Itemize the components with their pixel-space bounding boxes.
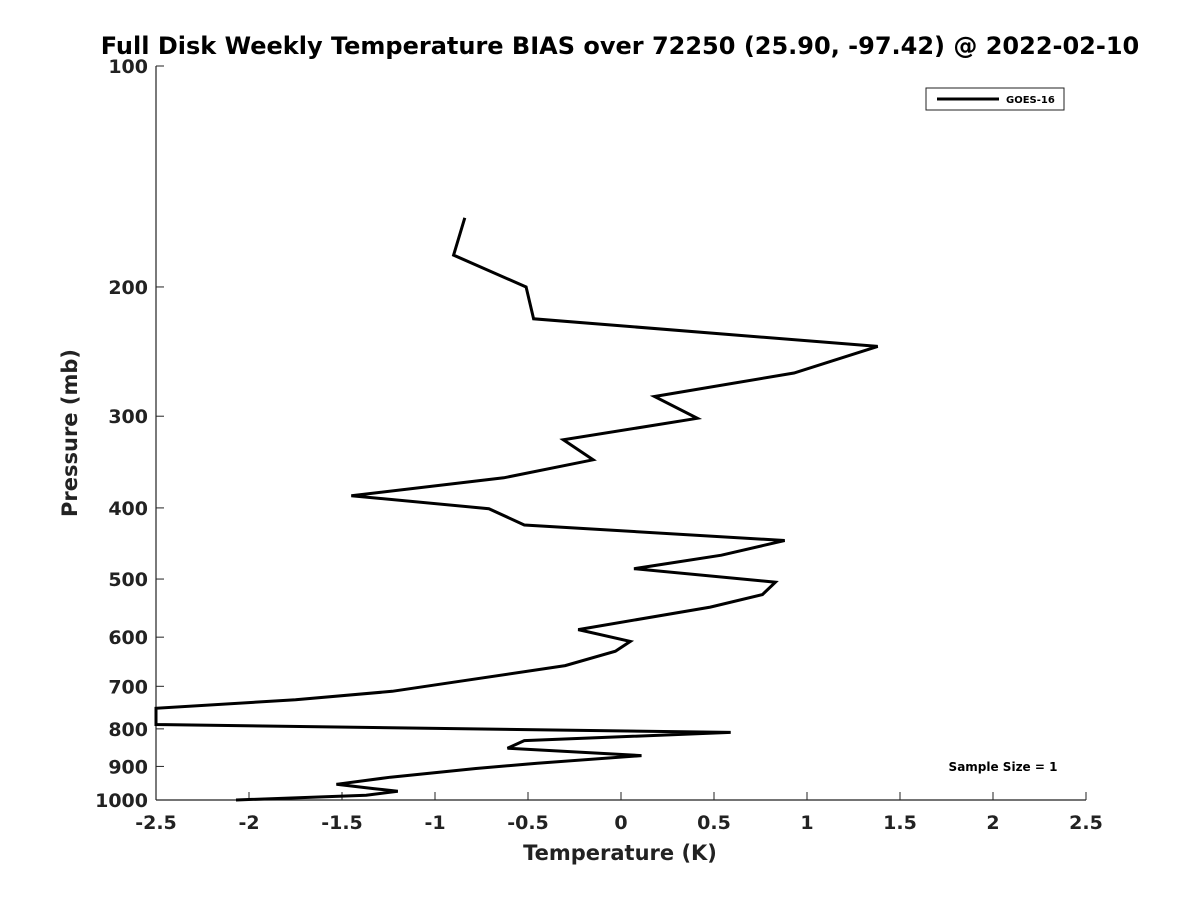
x-tick-label: 2.5 xyxy=(1069,812,1103,834)
x-tick-label: 0 xyxy=(614,812,627,834)
series-line-goes-16 xyxy=(154,217,879,802)
y-tick-label: 500 xyxy=(108,569,148,591)
y-tick-label: 700 xyxy=(108,676,148,698)
y-tick-label: 400 xyxy=(108,498,148,520)
y-tick-label: 600 xyxy=(108,627,148,649)
x-tick-label: -2.5 xyxy=(135,812,177,834)
chart-title: Full Disk Weekly Temperature BIAS over 7… xyxy=(101,32,1140,60)
x-tick-label: -1.5 xyxy=(321,812,363,834)
y-tick-label: 200 xyxy=(108,277,148,299)
y-tick-label: 100 xyxy=(108,56,148,78)
y-axis-label: Pressure (mb) xyxy=(58,349,82,517)
series-layer xyxy=(154,217,879,802)
x-axis-label: Temperature (K) xyxy=(523,841,717,865)
x-tick-label: -2 xyxy=(238,812,259,834)
x-tick-label: 0.5 xyxy=(697,812,731,834)
axes xyxy=(155,66,1086,801)
x-tick-label: 2 xyxy=(986,812,999,834)
y-ticks: 100 200 300 400 500 600 700 800 900 1000 xyxy=(95,56,164,812)
y-tick-label: 900 xyxy=(108,756,148,778)
y-tick-label: 1000 xyxy=(95,790,148,812)
sample-size-annotation: Sample Size = 1 xyxy=(949,760,1058,774)
x-tick-label: 1 xyxy=(800,812,813,834)
x-ticks: -2.5 -2 -1.5 -1 -0.5 0 0.5 1 1.5 2 2.5 xyxy=(135,792,1103,834)
y-tick-label: 300 xyxy=(108,406,148,428)
x-tick-label: -1 xyxy=(424,812,445,834)
y-tick-label: 800 xyxy=(108,719,148,741)
legend: GOES-16 xyxy=(925,87,1065,111)
x-tick-label: -0.5 xyxy=(507,812,549,834)
legend-label-goes-16: GOES-16 xyxy=(1006,95,1055,106)
x-tick-label: 1.5 xyxy=(883,812,917,834)
